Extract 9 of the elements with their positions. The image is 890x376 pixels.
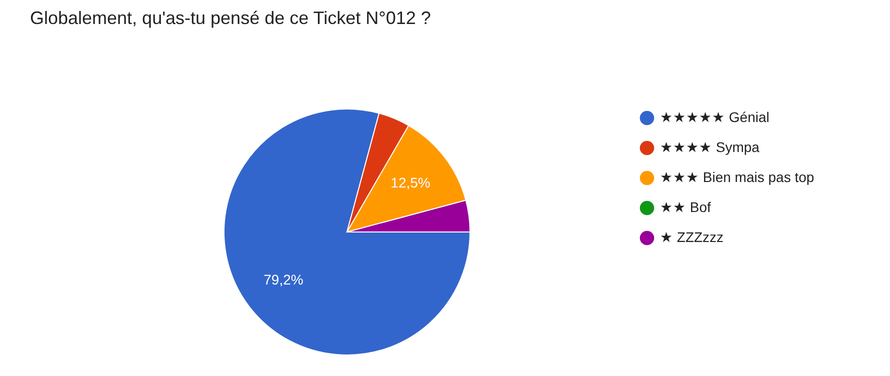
data-label: 79,2% [264, 272, 304, 288]
chart-title: Globalement, qu'as-tu pensé de ce Ticket N°012 ? [30, 8, 431, 28]
legend-label: ★★★ Bien mais pas top [660, 169, 814, 185]
legend-label: ★★★★★ Génial [660, 109, 770, 125]
legend-label: ★★★★ Sympa [660, 139, 760, 155]
pie-slice [224, 108, 470, 356]
legend-label: ★★ Bof [660, 199, 712, 215]
data-label: 12,5% [390, 174, 430, 190]
legend-label: ★ ZZZzzz [660, 229, 724, 245]
